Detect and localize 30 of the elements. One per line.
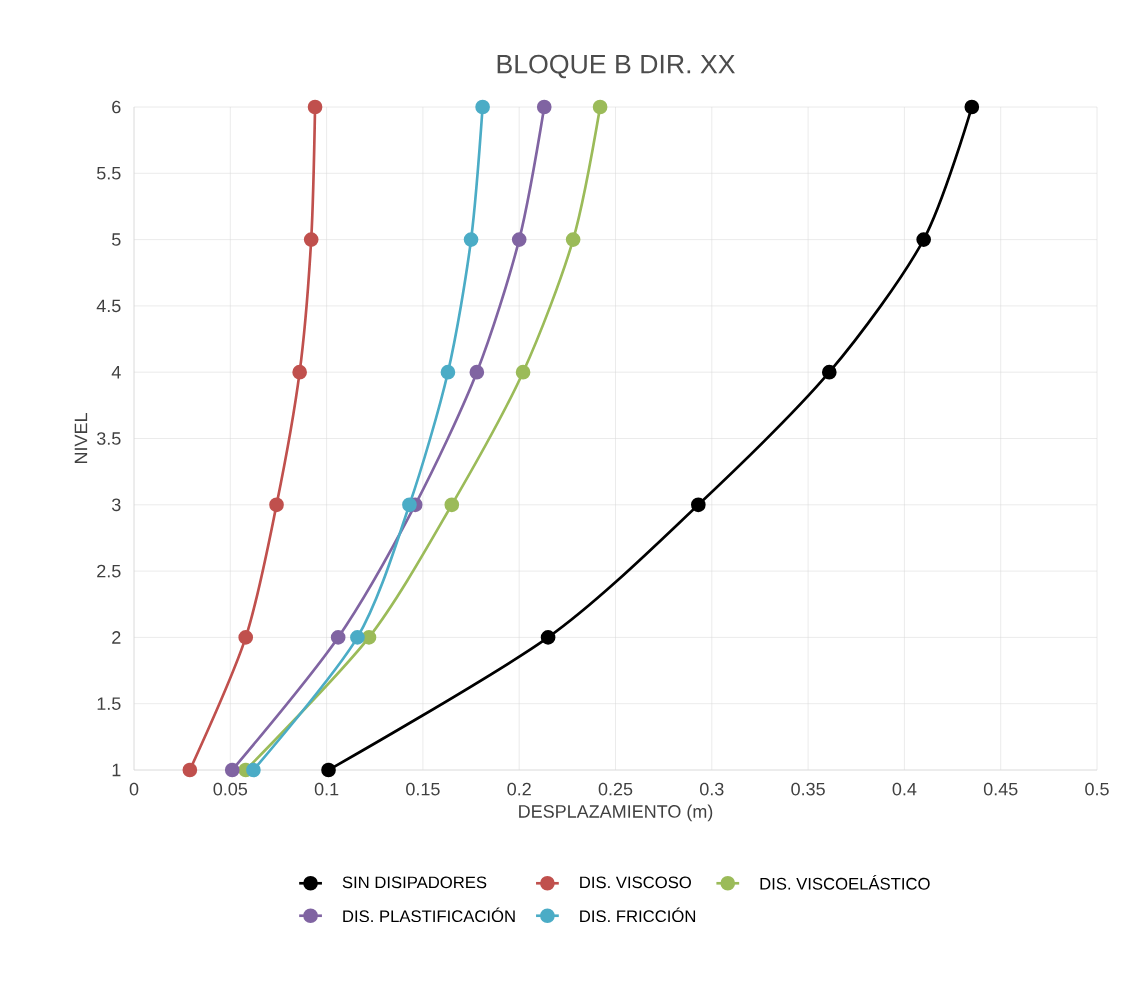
- y-tick-label: 2: [112, 631, 121, 644]
- x-tick-label: 0.25: [598, 782, 633, 796]
- x-tick-label: 0.3: [700, 782, 724, 796]
- y-tick-label: 3: [111, 498, 121, 512]
- y-tick-label: 4.5: [96, 299, 121, 313]
- x-tick-label: 0.35: [791, 782, 825, 796]
- y-tick-label: 6: [112, 100, 121, 114]
- y-tick-label: 1.5: [97, 697, 121, 710]
- legend-label: DIS. FRICCIÓN: [580, 907, 696, 923]
- x-tick-label: 0.45: [983, 782, 1018, 796]
- x-tick-label: 0: [129, 782, 139, 796]
- legend-label: DIS. PLASTIFICACIÓN: [343, 907, 515, 923]
- legend-label: SIN DISIPADORES: [342, 876, 487, 889]
- x-axis-title: DESPLAZAMIENTO (m): [519, 804, 713, 822]
- legend-label: DIS. VISCOELÁSTICO: [760, 875, 930, 890]
- y-tick-label: 1: [112, 763, 121, 777]
- x-tick-label: 0.4: [892, 782, 917, 796]
- y-axis-title: NIVEL: [74, 413, 88, 464]
- chart-title: BLOQUE B DIR. XX: [497, 54, 735, 79]
- y-tick-label: 4: [111, 366, 121, 379]
- y-tick-label: 2.5: [97, 564, 121, 578]
- y-tick-label: 5.5: [96, 167, 121, 180]
- y-tick-label: 3.5: [96, 432, 121, 445]
- x-tick-label: 0.15: [406, 782, 440, 796]
- legend-label: DIS. VISCOSO: [580, 876, 691, 889]
- x-tick-label: 0.1: [314, 782, 339, 796]
- x-tick-label: 0.5: [1085, 782, 1109, 796]
- y-tick-label: 5: [111, 233, 121, 246]
- x-tick-label: 0.2: [507, 782, 531, 796]
- x-tick-label: 0.05: [213, 782, 248, 796]
